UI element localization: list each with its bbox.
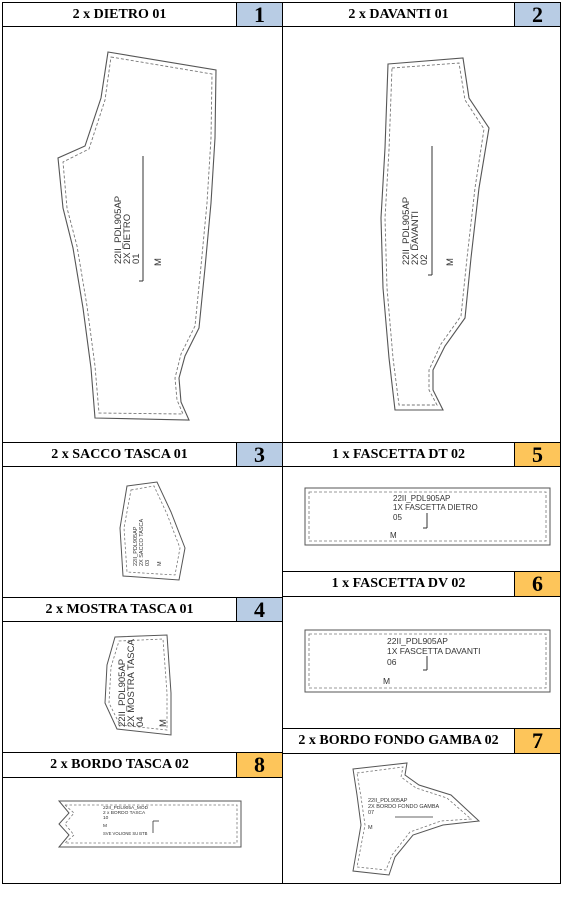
piece-size: M (157, 561, 163, 566)
piece-number-badge: 7 (514, 728, 560, 753)
piece-label-code: 10 (103, 815, 109, 821)
piece-size: M (390, 531, 397, 540)
piece-number-badge: 2 (514, 2, 560, 27)
piece-label-code: 03 (145, 560, 151, 566)
piece-size: M (103, 823, 107, 829)
piece-label-ref: 22II_PDL905AP (117, 659, 128, 727)
piece-number-badge: 6 (514, 571, 560, 596)
piece-size: M (368, 825, 373, 831)
header-piece-7: 2 x BORDO FONDO GAMBA 02 7 (282, 728, 561, 754)
piece-title: 2 x DIETRO 01 (72, 6, 167, 22)
piece-label-code: 02 (419, 254, 430, 265)
piece-label-ref: 22II_PDL905AP (401, 197, 412, 265)
header-piece-6: 1 x FASCETTA DV 02 6 (282, 571, 561, 597)
piece-label-name: 2 x BORDO TASCA (103, 810, 146, 816)
piece-label-code: 01 (131, 253, 142, 264)
piece-label-ref: 22II_PDL905AP (133, 526, 139, 566)
piece-label-ref: 22II_PDL905A_MOD (103, 805, 149, 811)
piece-label-ref: 22II_PDL905AP (113, 196, 124, 264)
piece-label-name: 2X DIETRO (122, 214, 133, 264)
piece-label-name: 2X BORDO FONDO GAMBA (368, 804, 440, 810)
header-piece-3: 2 x SACCO TASCA 01 3 (2, 442, 283, 467)
piece-label-ref: 22II_PDL905AP (368, 798, 408, 804)
piece-label-code: 07 (368, 810, 374, 816)
piece-number-badge: 4 (236, 597, 282, 622)
piece-title: 2 x DAVANTI 01 (348, 6, 449, 22)
piece-label-name: 2X SACCO TASCA (139, 518, 145, 566)
piece-number-badge: 3 (236, 442, 282, 467)
header-piece-2: 2 x DAVANTI 01 2 (282, 2, 561, 27)
piece-title: 1 x FASCETTA DT 02 (331, 446, 466, 462)
pattern-piece-mostra-tasca: 22II_PDL905AP 2X MOSTRA TASCA 04 M (104, 634, 172, 736)
piece-note: SVE VOLIONE SU BTB (103, 831, 148, 836)
piece-number-badge: 8 (236, 752, 282, 777)
piece-title: 2 x SACCO TASCA 01 (51, 446, 188, 462)
pattern-piece-dietro: 22II_PDL905AP 2X DIETRO 01 M (57, 51, 217, 421)
piece-label-name: 2X DAVANTI (410, 211, 421, 265)
pattern-piece-bordo-fondo-gamba: 22II_PDL905AP 2X BORDO FONDO GAMBA 07 M (352, 762, 481, 876)
header-piece-5: 1 x FASCETTA DT 02 5 (282, 442, 561, 467)
piece-size: M (383, 676, 390, 686)
piece-label-ref: 22II_PDL905AP (393, 494, 450, 503)
piece-label-code: 06 (387, 657, 397, 667)
piece-label-code: 05 (393, 513, 402, 522)
pattern-piece-fascetta-davanti: 22II_PDL905AP 1X FASCETTA DAVANTI 06 M (304, 629, 551, 693)
pattern-piece-davanti: 22II_PDL905AP 2X DAVANTI 02 M (380, 57, 490, 411)
piece-title: 1 x FASCETTA DV 02 (331, 576, 466, 591)
pattern-piece-bordo-tasca: 22II_PDL905A_MOD 2 x BORDO TASCA 10 M SV… (57, 800, 242, 848)
piece-label-name: 2X MOSTRA TASCA (126, 639, 137, 727)
piece-label-name: 1X FASCETTA DIETRO (393, 503, 478, 512)
header-piece-1: 2 x DIETRO 01 1 (2, 2, 283, 27)
piece-title: 2 x BORDO FONDO GAMBA 02 (298, 733, 499, 748)
piece-size: M (153, 258, 164, 266)
piece-size: M (158, 719, 169, 727)
piece-label-code: 04 (135, 716, 146, 727)
pattern-piece-fascetta-dietro: 22II_PDL905AP 1X FASCETTA DIETRO 05 M (304, 487, 551, 546)
header-piece-8: 2 x BORDO TASCA 02 8 (2, 752, 283, 778)
piece-number-badge: 5 (514, 442, 560, 467)
piece-label-ref: 22II_PDL905AP (387, 636, 448, 646)
piece-title: 2 x BORDO TASCA 02 (50, 757, 189, 772)
piece-number-badge: 1 (236, 2, 282, 27)
piece-title: 2 x MOSTRA TASCA 01 (45, 601, 194, 617)
pattern-piece-sacco-tasca: 22II_PDL905AP 2X SACCO TASCA 03 M (119, 481, 186, 581)
piece-label-name: 1X FASCETTA DAVANTI (387, 646, 481, 656)
header-piece-4: 2 x MOSTRA TASCA 01 4 (2, 597, 283, 622)
piece-size: M (445, 258, 456, 266)
